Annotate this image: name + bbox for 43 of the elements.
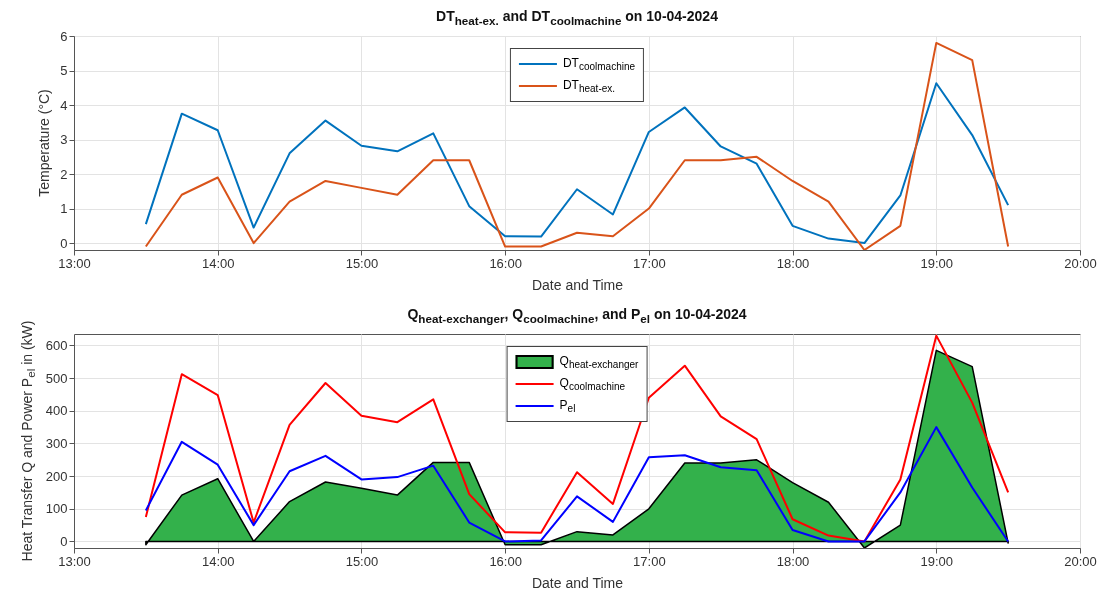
x-tick-label: 19:00 [920,255,954,271]
y-tick-label: 200 [45,468,68,484]
line-series [144,41,1010,250]
x-tick-label: 19:00 [920,553,954,569]
y-tick-label: 100 [45,501,68,517]
x-axis-title: Date and Time [531,574,624,591]
x-tick-label: 16:00 [489,553,522,569]
y-tick-label: 600 [45,337,68,353]
y-tick-label: 0 [60,235,68,251]
x-tick-label: 13:00 [58,553,91,569]
line-series [144,82,1010,245]
y-tick-label: 400 [45,403,68,419]
y-tick-label: 3 [60,132,68,148]
y-tick-label: 5 [60,63,68,79]
x-tick-label: 18:00 [776,553,810,569]
y-tick-label: 2 [60,166,68,182]
legend-label: DT$_{coolmachine}$ [562,55,636,73]
y-tick-label: 1 [60,201,68,217]
x-tick-label: 20:00 [1064,553,1097,569]
x-tick-label: 17:00 [633,255,666,271]
x-tick-label: 17:00 [633,553,666,569]
y-tick-label: 4 [60,97,68,113]
x-tick-label: 15:00 [345,553,379,569]
y-tick-label: 0 [60,533,68,549]
y-tick-label: 500 [45,370,68,386]
legend-label: Q$_{heat-exchanger}$ [559,353,639,371]
x-tick-label: 14:00 [201,255,235,271]
x-tick-label: 16:00 [489,255,522,271]
chart-title: Q$_{heat-exchanger}$, Q$_{coolmachine}$, and P$_{el}$ on 10-04-2024 [407,306,747,325]
y-axis-title: Temperature (°C) [36,89,52,197]
legend-label: DT$_{heat-ex.}$ [562,77,616,95]
x-axis-title: Date and Time [531,276,624,293]
legend-label: P$_{el}$ [559,397,576,415]
x-tick-label: 15:00 [345,255,379,271]
chart-title: DT$_{heat-ex.}$ and DT$_{coolmachine}$ on 10-04-2024 [436,8,718,27]
y-tick-label: 300 [45,435,68,451]
x-tick-label: 20:00 [1064,255,1097,271]
y-tick-label: 6 [60,28,68,44]
line-series [144,426,1010,543]
legend-label: Q$_{coolmachine}$ [559,375,626,393]
x-tick-label: 13:00 [58,255,91,271]
x-tick-label: 18:00 [776,255,810,271]
x-tick-label: 14:00 [201,553,235,569]
